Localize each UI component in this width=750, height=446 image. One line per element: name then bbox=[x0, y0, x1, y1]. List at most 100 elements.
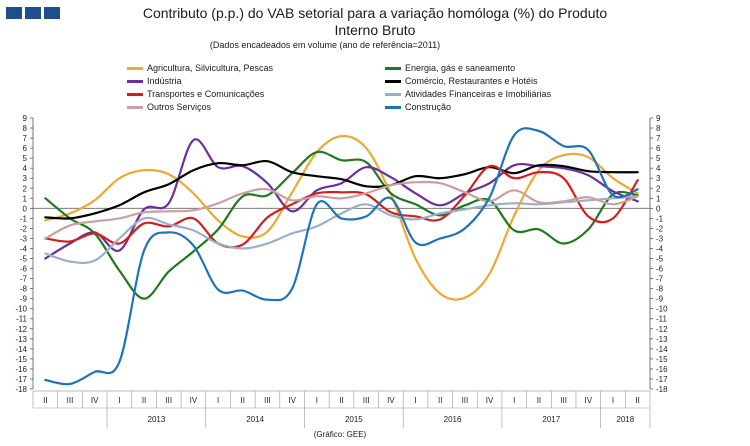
x-tick-label: II bbox=[43, 396, 47, 405]
y-tick-label-right: 8 bbox=[656, 124, 661, 133]
series-line bbox=[44, 134, 639, 301]
x-tick-label: II bbox=[438, 396, 442, 405]
legend-item: Construção bbox=[385, 101, 451, 113]
x-tick-label: II bbox=[241, 396, 245, 405]
legend-label: Atividades Financeiras e Imobiliárias bbox=[405, 89, 552, 99]
y-tick-label-left: -8 bbox=[20, 285, 28, 294]
x-tick-label: II bbox=[142, 396, 146, 405]
y-tick-label-left: 0 bbox=[23, 204, 28, 213]
y-tick-label-right: -9 bbox=[656, 295, 664, 304]
y-tick-label-right: -15 bbox=[656, 355, 668, 364]
y-tick-label-left: -11 bbox=[16, 315, 28, 324]
y-tick-label-right: -4 bbox=[656, 244, 664, 253]
chart-title: Contributo (p.p.) do VAB setorial para a… bbox=[0, 5, 750, 39]
y-tick-label-right: 9 bbox=[656, 114, 661, 123]
x-tick-label: III bbox=[462, 396, 469, 405]
legend-swatch bbox=[127, 106, 143, 109]
legend-item: Atividades Financeiras e Imobiliárias bbox=[385, 88, 551, 100]
y-tick-label-left: -10 bbox=[15, 305, 27, 314]
x-tick-label: I bbox=[513, 396, 515, 405]
legend-label: Construção bbox=[405, 102, 452, 112]
y-tick-label-left: -6 bbox=[20, 265, 28, 274]
y-tick-label-left: 4 bbox=[23, 164, 28, 173]
y-tick-label-right: -17 bbox=[656, 375, 668, 384]
y-tick-label-left: 5 bbox=[23, 154, 28, 163]
logo-block bbox=[44, 7, 60, 19]
y-tick-label-left: 8 bbox=[23, 124, 28, 133]
y-tick-label-right: 6 bbox=[656, 144, 661, 153]
series-line bbox=[44, 159, 639, 220]
y-tick-label-right: 5 bbox=[656, 154, 661, 163]
y-tick-label-left: -13 bbox=[15, 335, 27, 344]
x-year-label: 2014 bbox=[246, 415, 264, 424]
x-tick-label: IV bbox=[91, 396, 99, 405]
x-tick-label: IV bbox=[387, 396, 395, 405]
legend-item: Outros Serviços bbox=[127, 101, 211, 113]
x-year-label: 2015 bbox=[345, 415, 363, 424]
y-tick-label-left: -1 bbox=[20, 214, 28, 223]
y-tick-label-left: -7 bbox=[20, 275, 28, 284]
x-tick-label: I bbox=[316, 396, 318, 405]
y-tick-label-right: 0 bbox=[656, 204, 661, 213]
legend-swatch bbox=[127, 67, 143, 70]
y-tick-label-right: 4 bbox=[656, 164, 661, 173]
x-year-label: 2016 bbox=[444, 415, 462, 424]
y-tick-label-right: -11 bbox=[656, 315, 668, 324]
series-line bbox=[44, 150, 639, 300]
chart-title-line2: Interno Bruto bbox=[334, 22, 416, 38]
logo-block bbox=[25, 7, 41, 19]
x-tick-label: II bbox=[537, 396, 541, 405]
y-tick-label-right: -7 bbox=[656, 275, 664, 284]
y-tick-label-right: -3 bbox=[656, 234, 664, 243]
legend-label: Outros Serviços bbox=[147, 102, 212, 112]
x-tick-label: IV bbox=[288, 396, 296, 405]
x-tick-label: III bbox=[264, 396, 271, 405]
x-tick-label: III bbox=[67, 396, 74, 405]
x-year-label: 2013 bbox=[148, 415, 166, 424]
y-tick-label-left: -12 bbox=[15, 325, 27, 334]
x-tick-label: III bbox=[363, 396, 370, 405]
chart-subtitle: (Dados encadeados em volume (ano de refe… bbox=[209, 40, 441, 50]
logo-block bbox=[6, 7, 22, 19]
y-tick-label-right: -10 bbox=[656, 305, 668, 314]
y-tick-label-left: -15 bbox=[15, 355, 27, 364]
legend-swatch bbox=[385, 80, 401, 83]
y-tick-label-left: -2 bbox=[20, 224, 28, 233]
x-tick-label: III bbox=[560, 396, 567, 405]
series-line bbox=[44, 164, 639, 249]
legend-item: Comércio, Restaurantes e Hotéis bbox=[385, 75, 538, 87]
x-tick-label: IV bbox=[585, 396, 593, 405]
y-tick-label-right: -13 bbox=[656, 335, 668, 344]
x-tick-label: I bbox=[414, 396, 416, 405]
x-tick-label: I bbox=[118, 396, 120, 405]
legend-label: Comércio, Restaurantes e Hotéis bbox=[405, 76, 538, 86]
y-tick-label-right: 7 bbox=[656, 134, 661, 143]
y-tick-label-left: -17 bbox=[15, 375, 27, 384]
legend-item: Transportes e Comunicações bbox=[127, 88, 264, 100]
legend-swatch bbox=[385, 67, 401, 70]
y-tick-label-right: -18 bbox=[656, 385, 668, 394]
legend-item: Energia, gás e saneamento bbox=[385, 62, 515, 74]
y-tick-label-right: -14 bbox=[656, 345, 668, 354]
y-tick-label-left: -3 bbox=[20, 234, 28, 243]
y-tick-label-right: -5 bbox=[656, 255, 664, 264]
y-tick-label-left: -4 bbox=[20, 244, 28, 253]
y-tick-label-left: -14 bbox=[15, 345, 27, 354]
y-tick-label-left: 2 bbox=[23, 184, 28, 193]
x-year-label: 2017 bbox=[542, 415, 560, 424]
y-tick-label-left: 7 bbox=[23, 134, 28, 143]
legend-swatch bbox=[385, 93, 401, 96]
y-tick-label-left: 6 bbox=[23, 144, 28, 153]
y-tick-label-left: -9 bbox=[20, 295, 28, 304]
x-tick-label: II bbox=[339, 396, 343, 405]
y-tick-label-right: -8 bbox=[656, 285, 664, 294]
legend-item: Indústria bbox=[127, 75, 182, 87]
y-tick-label-right: 2 bbox=[656, 184, 661, 193]
y-tick-label-right: -2 bbox=[656, 224, 664, 233]
legend-label: Agricultura, Silvicultura, Pescas bbox=[147, 63, 274, 73]
y-tick-label-left: -5 bbox=[20, 255, 28, 264]
legend-swatch bbox=[127, 80, 143, 83]
series-line bbox=[44, 180, 639, 240]
y-tick-label-right: -16 bbox=[656, 365, 668, 374]
y-tick-label-left: -18 bbox=[15, 385, 27, 394]
